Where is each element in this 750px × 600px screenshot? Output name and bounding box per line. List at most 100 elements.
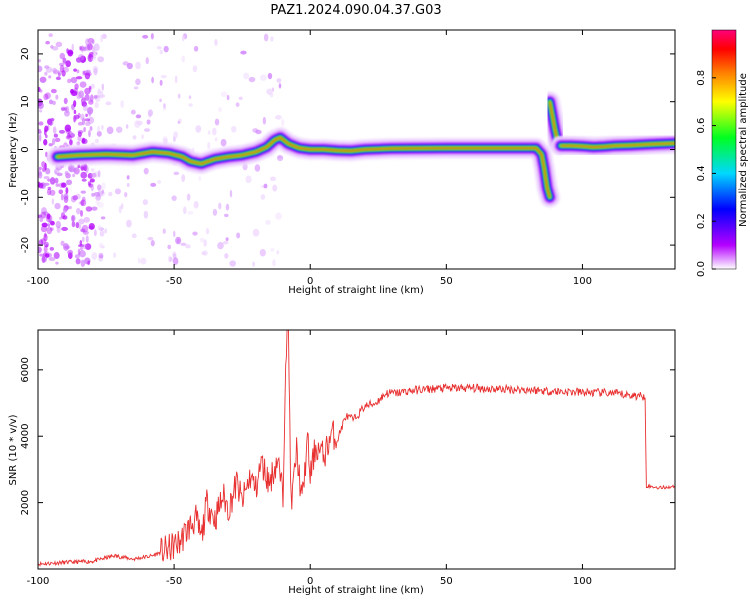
spectrogram-noise-cell: [259, 248, 266, 257]
spectrogram-noise-cell: [80, 259, 86, 268]
spectrogram-noise-cell: [140, 257, 147, 265]
spectrogram-noise-cell: [46, 213, 51, 220]
spectrogram-noise-cell: [275, 212, 282, 220]
spectrogram-noise-cell: [220, 91, 228, 98]
spectrogram-noise-cell: [195, 125, 202, 133]
spectrogram-noise-cell: [265, 219, 271, 225]
spectrogram-noise-cell: [55, 76, 61, 81]
spectrogram-noise-cell: [68, 206, 72, 210]
spectrogram-noise-cell: [79, 81, 87, 88]
spectrogram-noise-cell: [50, 45, 54, 49]
spectrogram-noise-cell: [55, 261, 59, 265]
spectrogram-noise-cell: [61, 70, 66, 77]
spectrogram-noise-cell: [214, 137, 218, 142]
spectrogram-x-tick-label: 100: [573, 276, 592, 287]
spectrogram-noise-cell: [82, 103, 88, 112]
spectrogram-noise-cell: [80, 190, 87, 194]
spectrogram-noise-cell: [85, 235, 89, 243]
spectrogram-noise-cell: [48, 33, 53, 37]
spectrogram-noise-cell: [245, 175, 252, 184]
spectrogram-noise-cell: [90, 83, 95, 89]
spectrogram-noise-cell: [281, 118, 285, 127]
spectrogram-noise-cell: [71, 215, 75, 223]
spectrogram-noise-cell: [38, 65, 43, 73]
spectrogram-noise-cell: [100, 216, 106, 220]
spectrogram-noise-cell: [143, 167, 149, 175]
spectrogram-noise-cell: [80, 199, 87, 207]
snr-x-axis-label: Height of straight line (km): [288, 585, 424, 596]
spectrogram-noise-cell: [55, 94, 59, 100]
spectrogram-y-axis-label: Frequency (Hz): [8, 112, 19, 188]
spectrogram-noise-cell: [79, 46, 82, 51]
spectrogram-noise-cell: [76, 141, 81, 146]
spectrogram-noise-cell: [65, 128, 71, 135]
spectrogram-x-ticks: -100 -50 0 50 100: [27, 30, 592, 287]
spectrogram-noise-cell: [96, 56, 103, 62]
spectrogram-noise-cell: [173, 131, 179, 139]
spectrogram-noise-cell: [84, 118, 91, 122]
spectrogram-noise-cell: [114, 188, 122, 195]
spectrogram-noise-cell: [207, 130, 211, 135]
spectrogram-noise-cell: [270, 247, 275, 252]
spectrogram-noise-cell: [97, 201, 104, 208]
spectrogram-noise-cell: [94, 102, 99, 109]
spectrogram-noise-cell: [126, 62, 133, 70]
spectrogram-noise-cell: [65, 135, 73, 140]
spectrogram-noise-cell: [84, 243, 92, 251]
spectrogram-noise-cell: [120, 100, 125, 109]
spectrogram-noise-cell: [85, 121, 91, 126]
snr-y-tick-label: 2000: [20, 490, 31, 515]
spectrogram-noise-cell: [163, 103, 166, 108]
spectrogram-noise-cell: [88, 183, 93, 188]
spectrogram-noise-cell: [173, 230, 176, 238]
spectrogram-noise-cell: [192, 231, 198, 236]
spectrogram-noise-cell: [176, 238, 180, 244]
spectrogram-noise-cell: [173, 171, 180, 176]
spectrogram-noise-cell: [94, 138, 100, 144]
spectrogram-noise-cell: [48, 143, 53, 147]
spectrogram-noise-cell: [57, 72, 61, 77]
spectrogram-noise-cell: [74, 83, 79, 90]
spectrogram-noise-cell: [39, 109, 43, 113]
colorbar-label: Normalized spectral amplitude: [738, 73, 749, 227]
spectrogram-noise-cell: [266, 88, 273, 95]
spectrogram-noise-cell: [40, 225, 48, 233]
spectrogram-noise-cell: [276, 78, 282, 83]
spectrogram-noise-cell: [150, 240, 155, 247]
spectrogram-noise-cell: [214, 38, 218, 46]
spectrogram-noise-cell: [167, 244, 172, 250]
spectrogram-noise-cell: [45, 253, 50, 258]
spectrogram-noise-cell: [93, 229, 97, 237]
spectrogram-noise-cell: [207, 142, 211, 150]
spectrogram-noise-cell: [90, 168, 95, 172]
spectrogram-noise-cell: [38, 133, 42, 142]
spectrogram-noise-cell: [41, 256, 46, 264]
snr-y-axis-label: SNR (10 * v/v): [8, 414, 19, 485]
spectrogram-noise-cell: [38, 98, 43, 107]
spectrogram-noise-cell: [52, 69, 60, 75]
spectrogram-ridge-right: [560, 142, 675, 148]
spectrogram-noise-cell: [77, 131, 82, 137]
spectrogram-noise-cell: [181, 35, 185, 42]
spectrogram-noise-cell: [104, 228, 108, 234]
spectrogram-noise-cell: [135, 114, 142, 119]
spectrogram-noise-cell: [126, 219, 132, 228]
spectrogram-noise-cell: [43, 175, 50, 180]
spectrogram-noise-cell: [64, 245, 71, 250]
spectrogram-noise-cell: [97, 88, 101, 95]
chart-title: PAZ1.2024.090.04.37.G03: [270, 3, 441, 18]
colorbar-tick-label: 0.8: [696, 70, 707, 86]
spectrogram-noise-cell: [220, 138, 227, 147]
spectrogram-noise-cell: [98, 242, 104, 249]
spectrogram-noise-cell: [47, 178, 51, 182]
spectrogram-noise-cell: [89, 126, 93, 131]
spectrogram-noise-cell: [133, 86, 139, 90]
spectrogram-noise-cell: [116, 126, 123, 133]
spectrogram-noise-cell: [78, 218, 85, 225]
spectrogram-noise-cell: [122, 61, 129, 66]
spectrogram-noise-cell: [218, 202, 222, 210]
spectrogram-noise-cell: [78, 244, 85, 248]
spectrogram-noise-cell: [108, 191, 113, 197]
spectrogram-noise-cell: [44, 65, 50, 69]
spectrogram-noise-cell: [46, 188, 52, 196]
